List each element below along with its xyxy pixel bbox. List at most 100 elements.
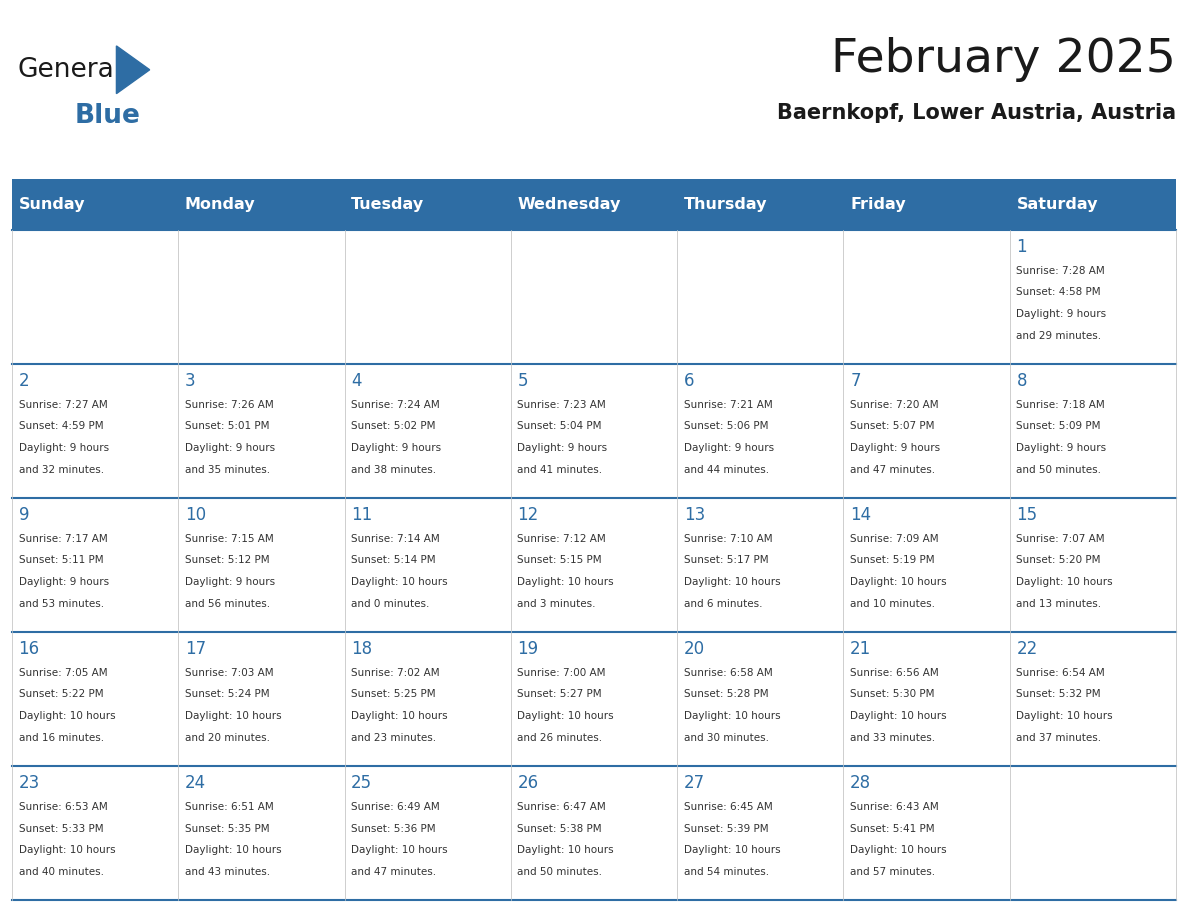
Text: Sunset: 5:33 PM: Sunset: 5:33 PM: [19, 823, 103, 834]
Text: Sunrise: 7:18 AM: Sunrise: 7:18 AM: [1017, 399, 1105, 409]
Text: and 0 minutes.: and 0 minutes.: [352, 599, 430, 609]
Text: Daylight: 9 hours: Daylight: 9 hours: [851, 443, 940, 453]
Text: Sunset: 5:35 PM: Sunset: 5:35 PM: [185, 823, 270, 834]
Text: and 37 minutes.: and 37 minutes.: [1017, 733, 1101, 743]
Bar: [1010, 364, 1176, 498]
Bar: [511, 766, 677, 900]
Text: 15: 15: [1017, 506, 1037, 523]
Text: Sunrise: 7:27 AM: Sunrise: 7:27 AM: [19, 399, 107, 409]
Text: and 30 minutes.: and 30 minutes.: [684, 733, 769, 743]
Text: Sunset: 5:27 PM: Sunset: 5:27 PM: [518, 689, 602, 700]
Text: 27: 27: [684, 774, 704, 791]
Text: Blue: Blue: [75, 103, 140, 129]
Text: Sunset: 5:14 PM: Sunset: 5:14 PM: [352, 555, 436, 565]
Text: Sunrise: 6:58 AM: Sunrise: 6:58 AM: [684, 667, 772, 677]
Text: and 10 minutes.: and 10 minutes.: [851, 599, 935, 609]
Text: Sunrise: 6:49 AM: Sunrise: 6:49 AM: [352, 801, 440, 812]
Bar: [677, 766, 843, 900]
Bar: [12, 766, 178, 900]
Text: Sunrise: 7:00 AM: Sunrise: 7:00 AM: [518, 667, 606, 677]
Polygon shape: [116, 46, 150, 94]
Text: and 35 minutes.: and 35 minutes.: [185, 465, 270, 475]
Text: and 54 minutes.: and 54 minutes.: [684, 867, 769, 877]
Text: Daylight: 10 hours: Daylight: 10 hours: [518, 577, 614, 588]
Text: Sunrise: 7:07 AM: Sunrise: 7:07 AM: [1017, 533, 1105, 543]
Text: Saturday: Saturday: [1017, 196, 1098, 212]
Bar: [345, 179, 511, 230]
Text: and 50 minutes.: and 50 minutes.: [518, 867, 602, 877]
Text: Daylight: 10 hours: Daylight: 10 hours: [684, 845, 781, 856]
Text: Sunset: 4:58 PM: Sunset: 4:58 PM: [1017, 287, 1101, 297]
Text: and 41 minutes.: and 41 minutes.: [518, 465, 602, 475]
Text: and 56 minutes.: and 56 minutes.: [185, 599, 270, 609]
Text: Daylight: 10 hours: Daylight: 10 hours: [518, 711, 614, 722]
Bar: [345, 766, 511, 900]
Text: Daylight: 9 hours: Daylight: 9 hours: [185, 577, 274, 588]
Text: Sunrise: 7:03 AM: Sunrise: 7:03 AM: [185, 667, 273, 677]
Text: Daylight: 10 hours: Daylight: 10 hours: [185, 711, 282, 722]
Text: Daylight: 10 hours: Daylight: 10 hours: [1017, 577, 1113, 588]
Bar: [677, 364, 843, 498]
Text: 19: 19: [518, 640, 538, 657]
Text: Baernkopf, Lower Austria, Austria: Baernkopf, Lower Austria, Austria: [777, 103, 1176, 123]
Text: Daylight: 10 hours: Daylight: 10 hours: [518, 845, 614, 856]
Text: Sunset: 5:04 PM: Sunset: 5:04 PM: [518, 421, 602, 431]
Text: Sunset: 5:09 PM: Sunset: 5:09 PM: [1017, 421, 1101, 431]
Text: Daylight: 10 hours: Daylight: 10 hours: [1017, 711, 1113, 722]
Bar: [843, 498, 1010, 632]
Text: Thursday: Thursday: [684, 196, 767, 212]
Text: 9: 9: [19, 506, 29, 523]
Text: Sunset: 5:06 PM: Sunset: 5:06 PM: [684, 421, 769, 431]
Text: Daylight: 10 hours: Daylight: 10 hours: [352, 577, 448, 588]
Text: 4: 4: [352, 372, 361, 389]
Text: and 47 minutes.: and 47 minutes.: [352, 867, 436, 877]
Text: 16: 16: [19, 640, 39, 657]
Text: 8: 8: [1017, 372, 1026, 389]
Text: Wednesday: Wednesday: [518, 196, 621, 212]
Text: and 40 minutes.: and 40 minutes.: [19, 867, 103, 877]
Text: 17: 17: [185, 640, 206, 657]
Bar: [345, 632, 511, 766]
Bar: [345, 364, 511, 498]
Text: Sunset: 5:11 PM: Sunset: 5:11 PM: [19, 555, 103, 565]
Bar: [511, 364, 677, 498]
Bar: [843, 179, 1010, 230]
Text: and 13 minutes.: and 13 minutes.: [1017, 599, 1101, 609]
Text: Sunrise: 7:14 AM: Sunrise: 7:14 AM: [352, 533, 440, 543]
Text: Daylight: 10 hours: Daylight: 10 hours: [352, 845, 448, 856]
Text: 21: 21: [851, 640, 871, 657]
Bar: [511, 498, 677, 632]
Text: Daylight: 10 hours: Daylight: 10 hours: [19, 845, 115, 856]
Text: Tuesday: Tuesday: [352, 196, 424, 212]
Bar: [677, 179, 843, 230]
Text: 2: 2: [19, 372, 30, 389]
Text: and 29 minutes.: and 29 minutes.: [1017, 330, 1101, 341]
Bar: [511, 632, 677, 766]
Text: 13: 13: [684, 506, 704, 523]
Text: Daylight: 10 hours: Daylight: 10 hours: [684, 711, 781, 722]
Text: and 6 minutes.: and 6 minutes.: [684, 599, 763, 609]
Bar: [677, 498, 843, 632]
Text: and 20 minutes.: and 20 minutes.: [185, 733, 270, 743]
Text: Sunday: Sunday: [19, 196, 86, 212]
Text: Daylight: 10 hours: Daylight: 10 hours: [352, 711, 448, 722]
Text: Monday: Monday: [185, 196, 255, 212]
Text: 11: 11: [352, 506, 372, 523]
Bar: [1010, 230, 1176, 364]
Text: Daylight: 10 hours: Daylight: 10 hours: [684, 577, 781, 588]
Text: 25: 25: [352, 774, 372, 791]
Bar: [1010, 766, 1176, 900]
Text: General: General: [18, 57, 122, 83]
Bar: [345, 230, 511, 364]
Bar: [843, 364, 1010, 498]
Text: and 43 minutes.: and 43 minutes.: [185, 867, 270, 877]
Text: and 38 minutes.: and 38 minutes.: [352, 465, 436, 475]
Text: Sunset: 5:39 PM: Sunset: 5:39 PM: [684, 823, 769, 834]
Bar: [178, 179, 345, 230]
Text: and 26 minutes.: and 26 minutes.: [518, 733, 602, 743]
Text: 22: 22: [1017, 640, 1037, 657]
Text: Sunrise: 6:47 AM: Sunrise: 6:47 AM: [518, 801, 606, 812]
Text: Daylight: 10 hours: Daylight: 10 hours: [851, 577, 947, 588]
Text: and 3 minutes.: and 3 minutes.: [518, 599, 596, 609]
Text: Sunset: 5:20 PM: Sunset: 5:20 PM: [1017, 555, 1101, 565]
